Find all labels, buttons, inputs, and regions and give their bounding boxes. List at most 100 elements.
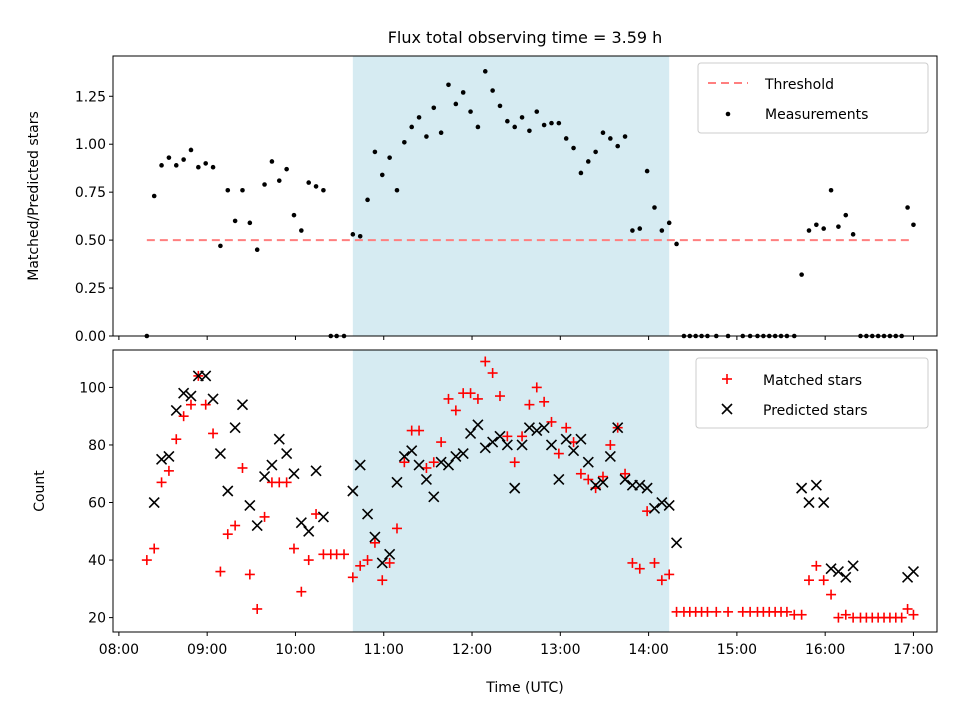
predicted-star-point (907, 566, 920, 578)
y-tick-label: 40 (88, 553, 106, 569)
x-axis-label: Time (UTC) (485, 680, 563, 696)
measurement-point (490, 88, 495, 93)
measurement-point (372, 149, 378, 155)
matched-star-point (185, 399, 196, 410)
predicted-star-point (222, 485, 234, 497)
predicted-star-point (384, 548, 396, 560)
predicted-star-point (670, 537, 683, 549)
x-tick-label: 09:00 (187, 642, 227, 658)
predicted-star-point (369, 531, 381, 543)
predicted-star-point (273, 433, 285, 445)
y-tick-label: 60 (88, 496, 106, 512)
predicted-star-point (266, 459, 278, 471)
matched-star-point (818, 575, 829, 586)
measurement-point (416, 115, 422, 120)
predicted-star-point (604, 450, 616, 463)
measurement-point (240, 187, 245, 193)
predicted-star-point (170, 404, 182, 416)
predicted-star-point (612, 422, 624, 434)
matched-star-point (575, 468, 586, 479)
measurement-point (166, 155, 172, 160)
matched-star-point (384, 557, 395, 568)
legend-matched-swatch (722, 374, 732, 384)
measurement-point (652, 205, 657, 210)
measurement-point (321, 187, 326, 193)
predicted-star-point (207, 393, 219, 405)
matched-star-point (163, 465, 174, 476)
predicted-star-point (501, 439, 513, 451)
matched-star-point (711, 606, 722, 617)
matched-star-point (421, 462, 432, 473)
measurement-point (600, 130, 606, 136)
predicted-star-point (516, 439, 528, 451)
predicted-star-point (487, 436, 499, 448)
x-tick-label: 12:00 (452, 642, 492, 658)
matched-star-point (391, 523, 402, 534)
matched-star-point (781, 606, 792, 617)
matched-star-point (222, 529, 233, 540)
matched-star-point (208, 428, 219, 439)
matched-star-point (377, 575, 388, 586)
predicted-star-point (825, 563, 837, 575)
predicted-star-point (597, 476, 609, 488)
predicted-star-point (200, 370, 212, 382)
top-observing-span (352, 56, 670, 336)
measurement-point (806, 228, 812, 233)
matched-star-point (436, 437, 447, 448)
measurement-point (850, 232, 856, 237)
predicted-star-point (354, 459, 366, 471)
predicted-star-point (663, 499, 675, 511)
matched-star-point (896, 612, 907, 623)
x-tick-label: 13:00 (540, 642, 580, 658)
measurement-point (836, 224, 841, 229)
bottom-axes-frame (112, 349, 938, 633)
predicted-star-point (347, 485, 359, 497)
measurement-point (637, 226, 643, 231)
predicted-star-point (281, 448, 293, 460)
matched-star-point (803, 575, 814, 586)
predicted-star-point (648, 502, 661, 514)
x-tick-label: 08:00 (99, 642, 139, 658)
matched-star-point (539, 396, 550, 407)
measurement-point (262, 182, 267, 187)
measurement-point (431, 105, 437, 111)
matched-star-point (620, 468, 631, 479)
matched-stars-points (141, 356, 919, 623)
measurement-point (313, 184, 319, 189)
measurement-point (666, 220, 672, 226)
measurement-point (232, 218, 238, 224)
matched-star-point (487, 368, 498, 379)
predicted-star-point (509, 482, 521, 494)
measurement-point (799, 272, 804, 277)
matched-star-point (237, 462, 248, 473)
measurement-point (394, 187, 400, 193)
measurement-point (608, 136, 613, 141)
predicted-star-point (288, 468, 300, 480)
predicted-stars-points (148, 370, 920, 583)
predicted-star-point (582, 456, 594, 468)
predicted-star-point (472, 419, 484, 431)
bottom-y-axis-label: Count (32, 470, 48, 512)
measurement-point (497, 103, 503, 109)
measurement-point (527, 128, 532, 134)
matched-star-point (531, 382, 542, 393)
y-tick-label: 1.00 (75, 137, 106, 153)
measurement-point (181, 157, 186, 162)
predicted-star-point (236, 399, 249, 411)
matched-star-point (826, 589, 837, 600)
matched-star-point (428, 457, 439, 468)
y-tick-label: 20 (88, 611, 106, 627)
matched-star-point (480, 356, 491, 367)
measurement-point (630, 228, 635, 233)
predicted-star-point (567, 445, 580, 457)
legend-plus-marker (722, 374, 732, 384)
legend-cross-marker (721, 403, 733, 415)
y-tick-label: 1.25 (75, 89, 106, 105)
predicted-star-point (590, 479, 602, 491)
top-legend: Threshold Measurements (697, 62, 929, 134)
matched-star-point (156, 477, 167, 488)
measurement-point (482, 69, 488, 74)
measurement-point (350, 232, 356, 237)
bottom-y-axis: 20 40 60 80 100 (79, 380, 113, 627)
predicted-star-point (619, 473, 631, 486)
